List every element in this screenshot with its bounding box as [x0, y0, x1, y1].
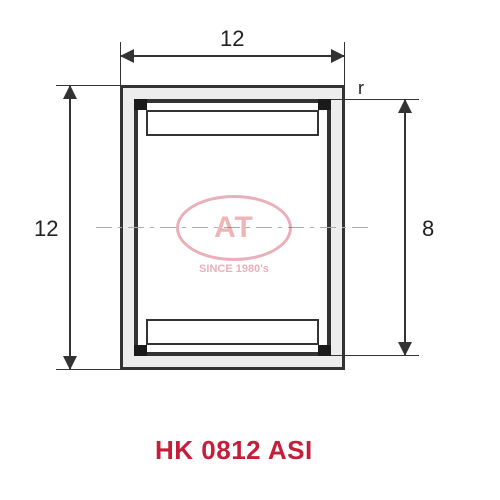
watermark-logo: AT SINCE 1980's: [176, 195, 292, 275]
roller-bottom: [146, 319, 319, 345]
corner-fill-tl: [134, 99, 147, 110]
roller-top: [146, 110, 319, 136]
watermark-subtitle: SINCE 1980's: [176, 263, 292, 275]
part-number-title: HK 0812 ASI: [155, 435, 313, 466]
corner-radius-label: r: [358, 78, 364, 99]
arrow-right-icon: [331, 49, 345, 63]
dim-height-right-label: 8: [422, 216, 434, 242]
watermark-brand: AT: [214, 211, 254, 245]
corner-fill-br: [318, 345, 331, 356]
arrow-up-icon: [398, 99, 412, 113]
dim-width-label: 12: [220, 26, 244, 52]
arrow-down-icon: [398, 342, 412, 356]
corner-fill-bl: [134, 345, 147, 356]
arrow-up-icon: [63, 85, 77, 99]
dim-line-top: [120, 55, 345, 57]
dim-height-left-label: 12: [34, 216, 58, 242]
arrow-left-icon: [120, 49, 134, 63]
arrow-down-icon: [63, 356, 77, 370]
dim-line-right: [404, 99, 406, 356]
diagram-canvas: 12 12 8 r AT SINCE 1980's HK 0812 ASI: [0, 0, 500, 500]
watermark-ring-icon: AT: [176, 195, 292, 261]
corner-fill-tr: [318, 99, 331, 110]
dim-line-left: [69, 85, 71, 370]
